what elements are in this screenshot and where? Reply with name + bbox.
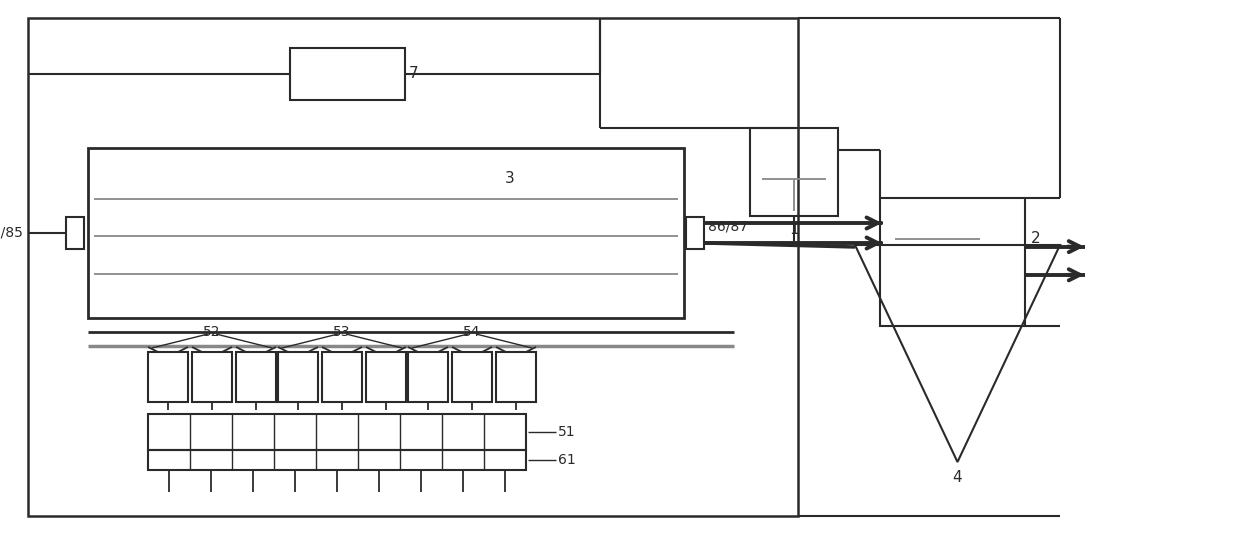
Text: 54: 54 xyxy=(464,325,481,339)
Bar xyxy=(322,352,362,402)
Bar xyxy=(192,352,232,402)
Text: 3: 3 xyxy=(505,171,515,186)
Text: 51: 51 xyxy=(558,425,575,439)
Bar xyxy=(236,352,277,402)
Text: 52: 52 xyxy=(203,325,221,339)
Text: 53: 53 xyxy=(334,325,351,339)
Bar xyxy=(686,217,704,249)
Bar xyxy=(750,128,838,216)
Bar xyxy=(278,352,317,402)
Bar xyxy=(880,198,1025,326)
Text: 86/87: 86/87 xyxy=(708,220,748,234)
Text: 4: 4 xyxy=(952,470,962,485)
Bar xyxy=(88,148,684,318)
Bar xyxy=(148,450,526,470)
Text: 7: 7 xyxy=(409,67,419,82)
Bar xyxy=(290,48,405,100)
Text: 1: 1 xyxy=(789,223,799,238)
Bar xyxy=(148,414,526,450)
Text: 84/85: 84/85 xyxy=(0,226,24,240)
Bar xyxy=(66,217,84,249)
Bar xyxy=(366,352,405,402)
Bar xyxy=(29,18,799,516)
Bar xyxy=(453,352,492,402)
Bar xyxy=(148,352,188,402)
Text: 61: 61 xyxy=(558,453,575,467)
Bar xyxy=(408,352,448,402)
Bar xyxy=(496,352,536,402)
Text: 2: 2 xyxy=(1030,231,1040,247)
